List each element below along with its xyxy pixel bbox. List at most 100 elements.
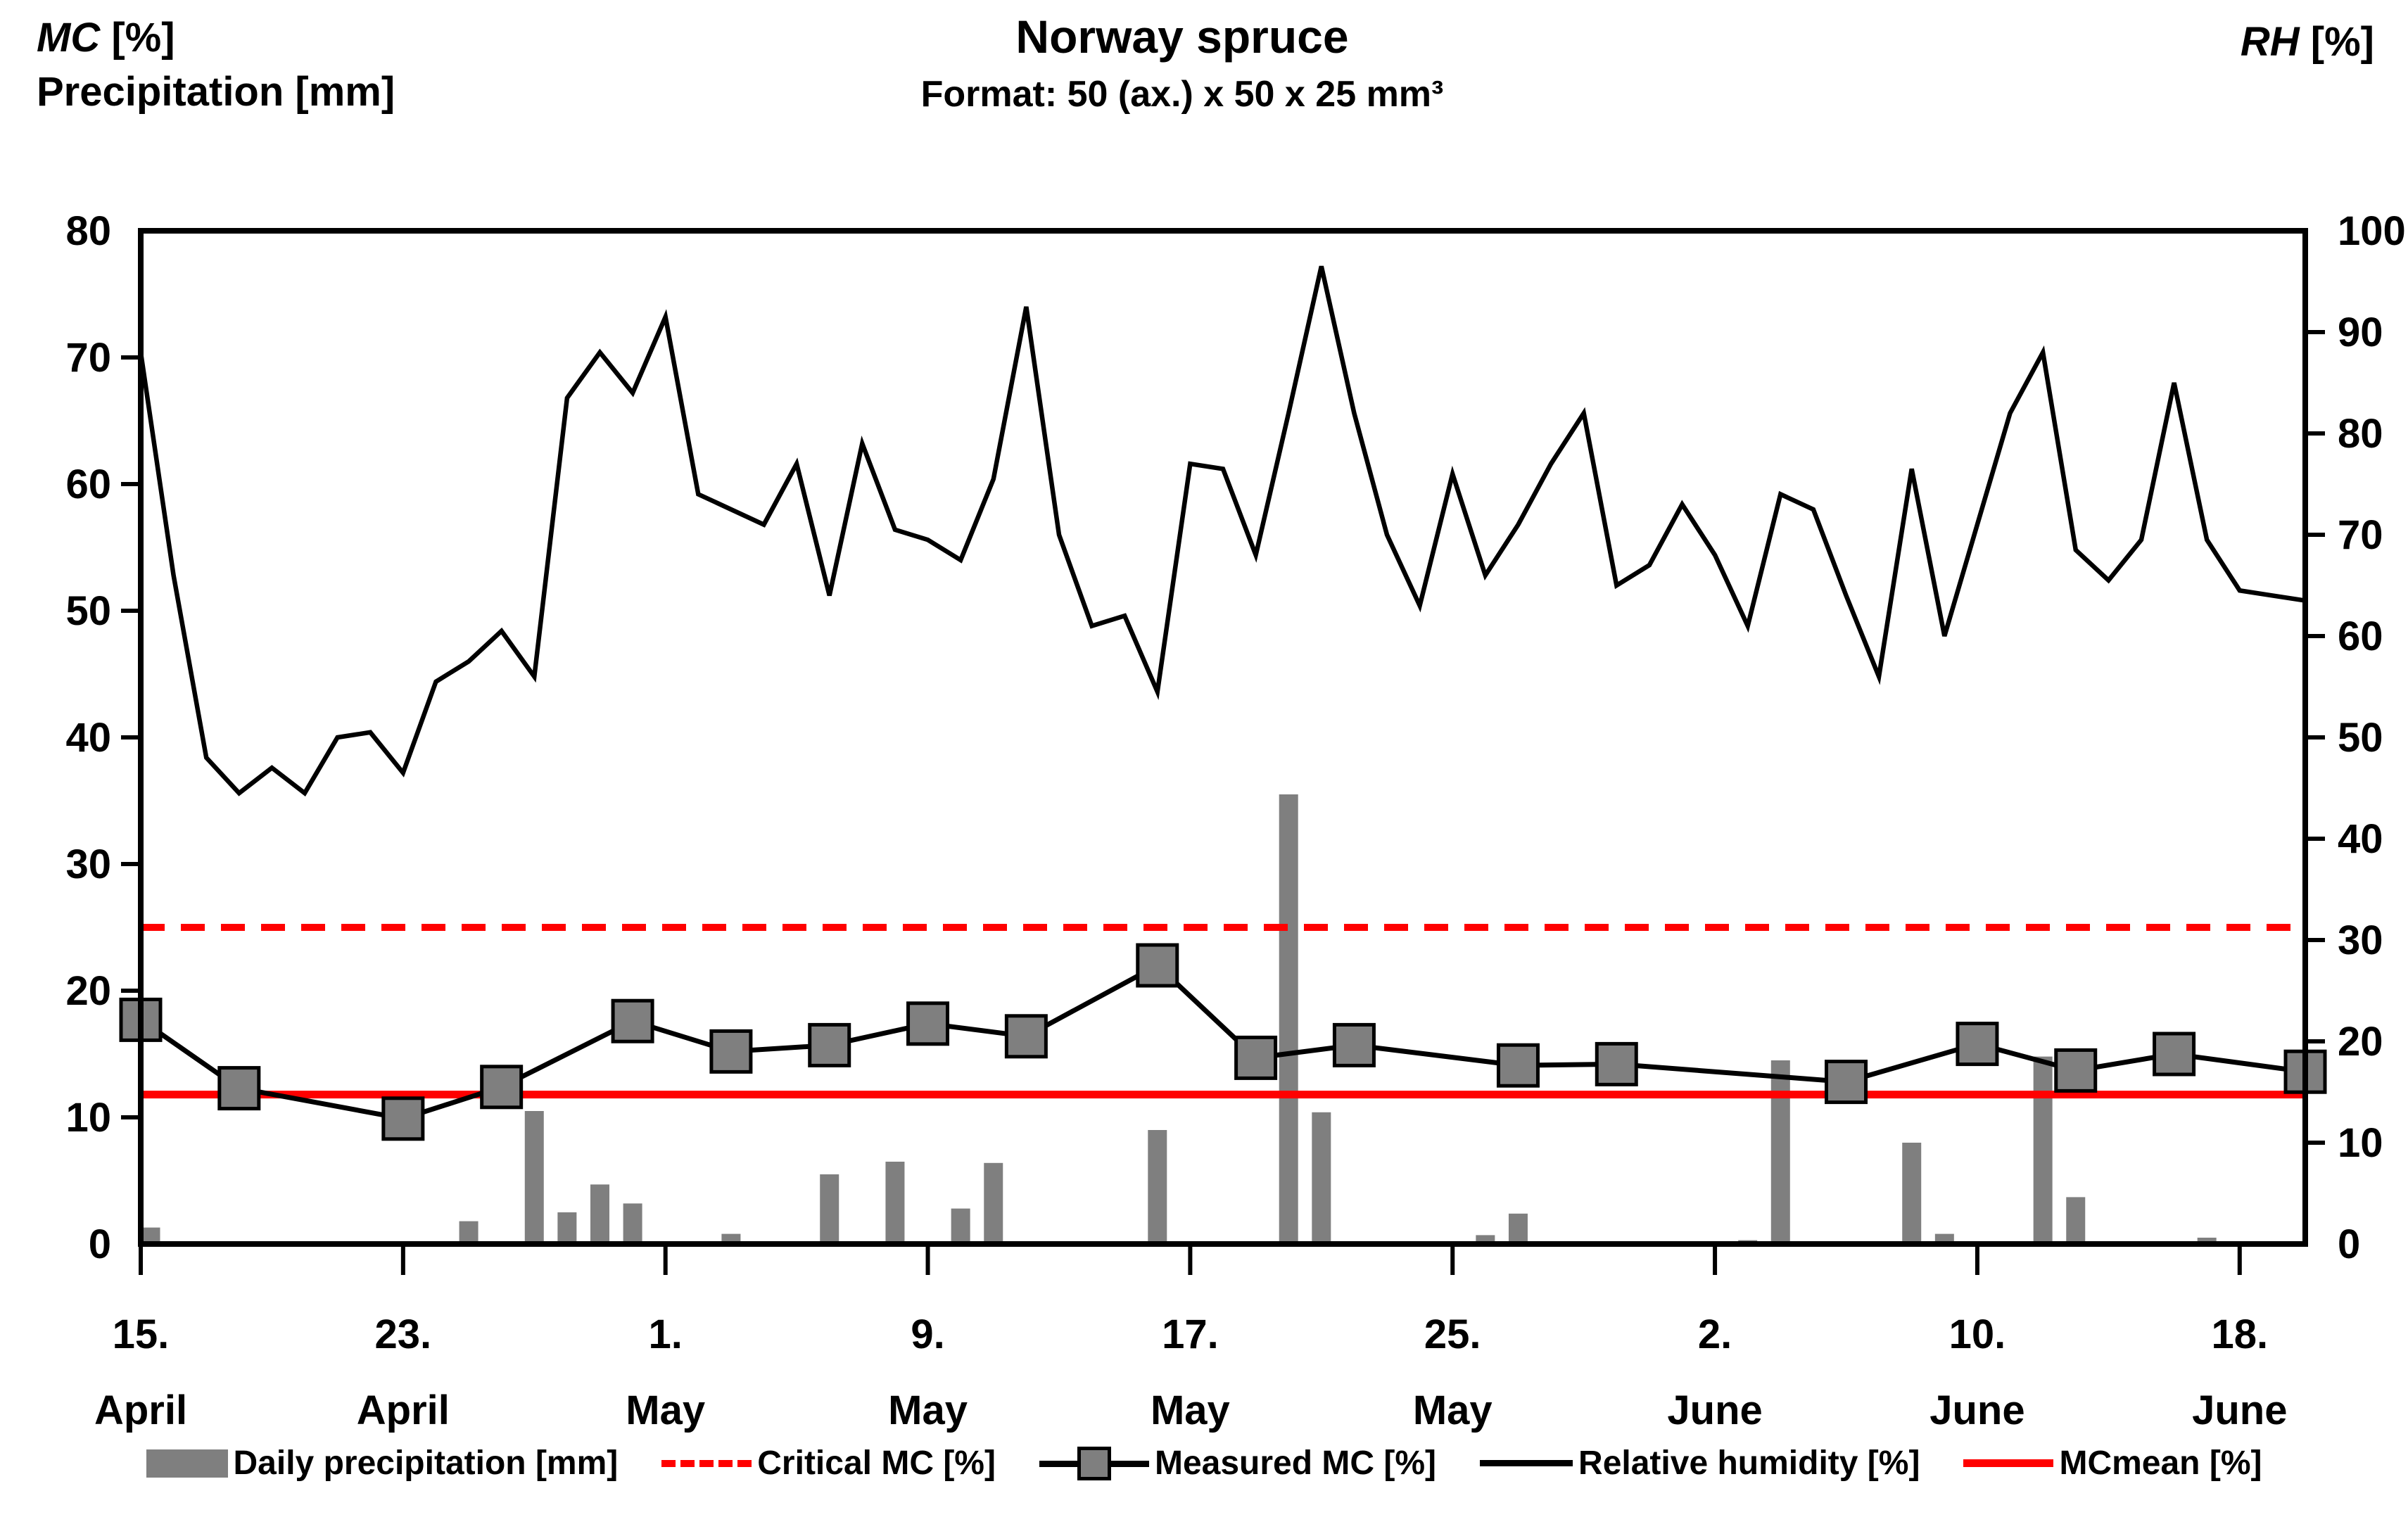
- legend-item-measured-mc: Measured MC [%]: [1039, 1444, 1436, 1483]
- legend-item-mcmean: MCmean [%]: [1963, 1444, 2262, 1483]
- mc-label: MC: [37, 15, 101, 61]
- chart-title: Norway spruce: [1015, 11, 1349, 63]
- legend-label: Daily precipitation [mm]: [233, 1445, 619, 1482]
- x-tick-label-day: 2.: [1698, 1312, 1732, 1357]
- right-axis-title: RH [%]: [2241, 18, 2374, 65]
- right-tick-label: 50: [2338, 715, 2383, 761]
- x-tick-label-month: May: [626, 1388, 705, 1433]
- right-tick-label: 0: [2338, 1221, 2360, 1267]
- gray-bar-swatch-icon: [146, 1449, 228, 1478]
- precipitation-bar: [141, 1227, 160, 1244]
- red-line-swatch-icon: [1963, 1459, 2054, 1467]
- measured-mc-marker: [217, 1066, 261, 1111]
- measured-mc-marker: [709, 1029, 753, 1074]
- measured-mc-marker: [381, 1096, 425, 1141]
- title-block: Norway spruce Format: 50 (ax.) x 50 x 25…: [0, 10, 2364, 115]
- measured-mc-marker: [611, 998, 654, 1043]
- precipitation-bar: [951, 1208, 970, 1244]
- right-tick-label: 70: [2338, 512, 2383, 558]
- measured-mc-marker: [1234, 1035, 1278, 1080]
- x-tick-label-day: 9.: [911, 1312, 944, 1357]
- relative-humidity-line: [138, 265, 2306, 797]
- legend: Daily precipitation [mm] Critical MC [%]…: [0, 1444, 2408, 1483]
- left-axis-title-line2: Precipitation [mm]: [37, 68, 395, 115]
- square-marker-line-swatch-icon: [1039, 1446, 1149, 1480]
- left-tick-label: 60: [65, 462, 111, 507]
- left-tick-label: 80: [65, 208, 111, 254]
- x-tick-label-month: April: [94, 1388, 187, 1433]
- left-tick-label: 70: [65, 335, 111, 381]
- measured-mc-marker: [1595, 1041, 1638, 1086]
- right-tick-label: 60: [2338, 614, 2383, 659]
- x-tick-label-month: June: [1929, 1388, 2024, 1433]
- right-tick-label: 100: [2338, 208, 2406, 254]
- left-tick-label: 20: [65, 968, 111, 1014]
- right-tick-label: 10: [2338, 1120, 2383, 1166]
- precipitation-bar: [1508, 1213, 1528, 1244]
- x-tick-label-month: May: [888, 1388, 968, 1433]
- rh-label-unit: [%]: [2299, 19, 2374, 65]
- measured-mc-marker: [808, 1022, 851, 1067]
- left-tick-label: 30: [65, 842, 111, 887]
- precipitation-bar: [590, 1184, 609, 1244]
- mc-label-unit: [%]: [100, 15, 175, 61]
- right-tick-label: 80: [2338, 411, 2383, 457]
- x-tick-label-day: 23.: [375, 1312, 432, 1357]
- legend-item-precipitation: Daily precipitation [mm]: [146, 1444, 619, 1483]
- measured-mc-marker: [1004, 1014, 1048, 1059]
- precipitation-bar: [1770, 1060, 1790, 1244]
- x-tick-label-month: May: [1413, 1388, 1493, 1433]
- measured-mc-marker: [2153, 1032, 2196, 1077]
- precipitation-bar: [1279, 794, 1298, 1244]
- left-axis-title: MC [%] Precipitation [mm]: [37, 11, 395, 119]
- precipitation-bar: [2066, 1197, 2086, 1244]
- precipitation-bar: [984, 1162, 1003, 1244]
- right-tick-label: 20: [2338, 1019, 2383, 1065]
- precipitation-bar: [820, 1174, 839, 1244]
- precipitation-bar: [1148, 1130, 1167, 1244]
- precipitation-bar: [2197, 1238, 2217, 1244]
- measured-mc-marker: [906, 1001, 950, 1046]
- precipitation-bar: [1902, 1143, 1922, 1244]
- legend-label: Relative humidity [%]: [1578, 1445, 1920, 1482]
- x-tick-label-day: 10.: [1949, 1312, 2006, 1357]
- precipitation-bar: [557, 1212, 577, 1244]
- precipitation-bar: [459, 1221, 479, 1244]
- left-tick-label: 10: [65, 1095, 111, 1141]
- x-tick-label-month: May: [1151, 1388, 1230, 1433]
- x-tick-label-day: 25.: [1424, 1312, 1481, 1357]
- x-tick-label-month: June: [1667, 1388, 1762, 1433]
- rh-label: RH: [2240, 19, 2300, 65]
- precipitation-bar: [524, 1111, 544, 1244]
- measured-mc-marker: [1956, 1022, 1999, 1067]
- left-tick-label: 50: [65, 588, 111, 634]
- right-tick-label: 40: [2338, 816, 2383, 862]
- right-tick-label: 90: [2338, 310, 2383, 355]
- left-tick-label: 0: [89, 1221, 111, 1267]
- measured-mc-marker: [480, 1065, 524, 1110]
- x-tick-label-month: April: [357, 1388, 450, 1433]
- measured-mc-marker: [2054, 1048, 2098, 1093]
- x-tick-label-day: 15.: [113, 1312, 170, 1357]
- legend-item-critical-mc: Critical MC [%]: [661, 1444, 996, 1483]
- x-tick-label-month: June: [2192, 1388, 2287, 1433]
- left-axis-title-line1: MC [%]: [37, 11, 395, 65]
- right-tick-label: 30: [2338, 918, 2383, 963]
- x-tick-label-day: 18.: [2211, 1312, 2268, 1357]
- red-dashed-line-swatch-icon: [661, 1459, 752, 1467]
- precipitation-bar: [1312, 1112, 1331, 1244]
- precipitation-bar: [885, 1162, 905, 1244]
- x-tick-label-day: 1.: [649, 1312, 683, 1357]
- marker-square: [1077, 1446, 1111, 1480]
- measured-mc-marker: [1825, 1060, 1868, 1105]
- legend-label: Critical MC [%]: [757, 1445, 996, 1482]
- legend-item-relative-humidity: Relative humidity [%]: [1480, 1444, 1920, 1483]
- precipitation-bar: [623, 1203, 642, 1244]
- x-tick-label-day: 17.: [1162, 1312, 1219, 1357]
- left-tick-label: 40: [65, 715, 111, 761]
- precipitation-bar: [2033, 1056, 2053, 1244]
- measured-mc-marker: [1332, 1022, 1376, 1067]
- measured-mc-marker: [1496, 1043, 1540, 1088]
